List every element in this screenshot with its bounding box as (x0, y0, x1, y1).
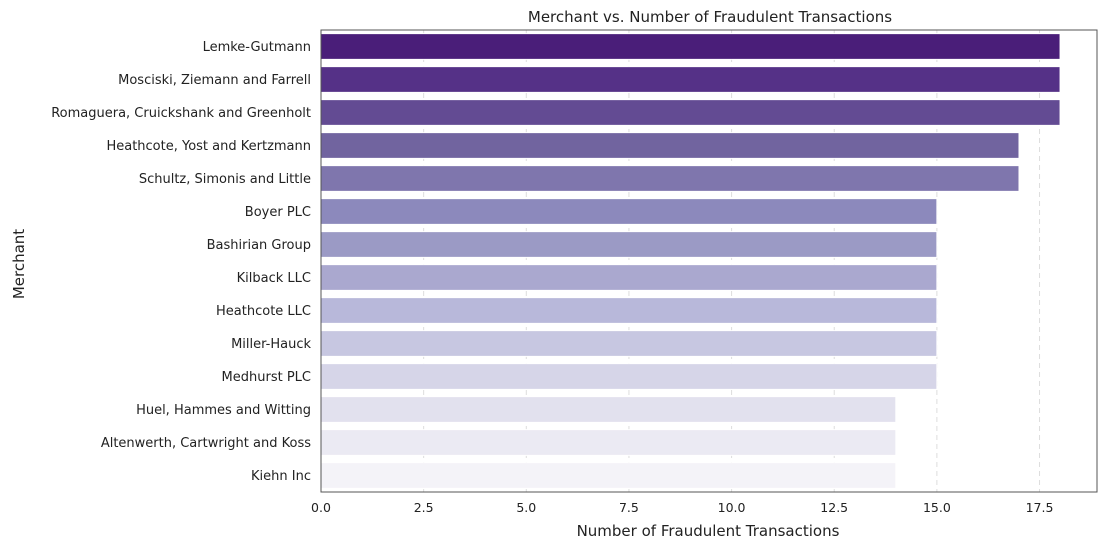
bar (320, 165, 1020, 192)
x-tick-label: 10.0 (718, 500, 746, 515)
chart-title: Merchant vs. Number of Fraudulent Transa… (528, 8, 892, 26)
bar (320, 198, 938, 225)
x-tick-label: 12.5 (820, 500, 848, 515)
y-tick-label: Mosciski, Ziemann and Farrell (118, 73, 311, 88)
y-tick-label: Altenwerth, Cartwright and Koss (101, 436, 311, 451)
x-tick-label: 7.5 (619, 500, 639, 515)
bar (320, 363, 938, 390)
y-tick-label: Miller-Hauck (231, 337, 311, 352)
y-tick-label: Huel, Hammes and Witting (136, 403, 311, 418)
x-tick-label: 5.0 (516, 500, 536, 515)
bar (320, 99, 1061, 126)
x-tick-labels: 0.0 2.5 5.0 7.5 10.0 12.5 15.0 17.5 (311, 500, 1053, 515)
y-tick-label: Heathcote, Yost and Kertzmann (106, 139, 311, 154)
bar (320, 330, 938, 357)
y-tick-labels: Lemke-Gutmann Mosciski, Ziemann and Farre… (51, 40, 311, 484)
x-tick-label: 15.0 (923, 500, 951, 515)
plot-frame (320, 29, 1098, 493)
bar (320, 297, 938, 324)
bar (320, 33, 1061, 60)
bar (320, 66, 1061, 93)
x-axis-label: Number of Fraudulent Transactions (577, 522, 840, 540)
x-tick-label: 17.5 (1026, 500, 1054, 515)
y-tick-label: Kiehn Inc (251, 469, 311, 484)
bar (320, 264, 938, 291)
bar (320, 396, 897, 423)
x-tick-label: 0.0 (311, 500, 331, 515)
y-tick-label: Schultz, Simonis and Little (139, 172, 311, 187)
bars (320, 33, 1061, 489)
y-tick-label: Lemke-Gutmann (203, 40, 311, 55)
y-tick-label: Kilback LLC (237, 271, 311, 286)
y-tick-label: Boyer PLC (245, 205, 311, 220)
bar (320, 132, 1020, 159)
y-tick-label: Bashirian Group (207, 238, 311, 253)
y-tick-label: Romaguera, Cruickshank and Greenholt (51, 106, 311, 121)
y-axis-label: Merchant (10, 229, 28, 299)
y-tick-label: Heathcote LLC (216, 304, 311, 319)
bar (320, 429, 897, 456)
bar (320, 462, 897, 489)
y-tick-label: Medhurst PLC (222, 370, 311, 385)
bar (320, 231, 938, 258)
x-tick-label: 2.5 (414, 500, 434, 515)
